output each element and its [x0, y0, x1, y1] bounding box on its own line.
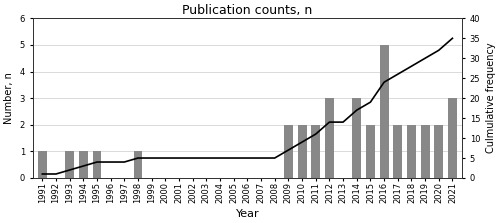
Bar: [312, 125, 320, 178]
Bar: [79, 151, 88, 178]
Bar: [394, 125, 402, 178]
Title: Publication counts, n: Publication counts, n: [182, 4, 312, 17]
Bar: [92, 151, 102, 178]
Bar: [284, 125, 293, 178]
Bar: [38, 151, 46, 178]
Y-axis label: Number, n: Number, n: [4, 72, 14, 124]
Y-axis label: Culmulative frequency: Culmulative frequency: [486, 43, 496, 153]
Bar: [65, 151, 74, 178]
Bar: [134, 151, 142, 178]
Bar: [420, 125, 430, 178]
Bar: [366, 125, 375, 178]
Bar: [434, 125, 443, 178]
Bar: [448, 98, 457, 178]
Bar: [407, 125, 416, 178]
Bar: [325, 98, 334, 178]
X-axis label: Year: Year: [236, 209, 259, 219]
Bar: [352, 98, 361, 178]
Bar: [298, 125, 306, 178]
Bar: [380, 45, 388, 178]
